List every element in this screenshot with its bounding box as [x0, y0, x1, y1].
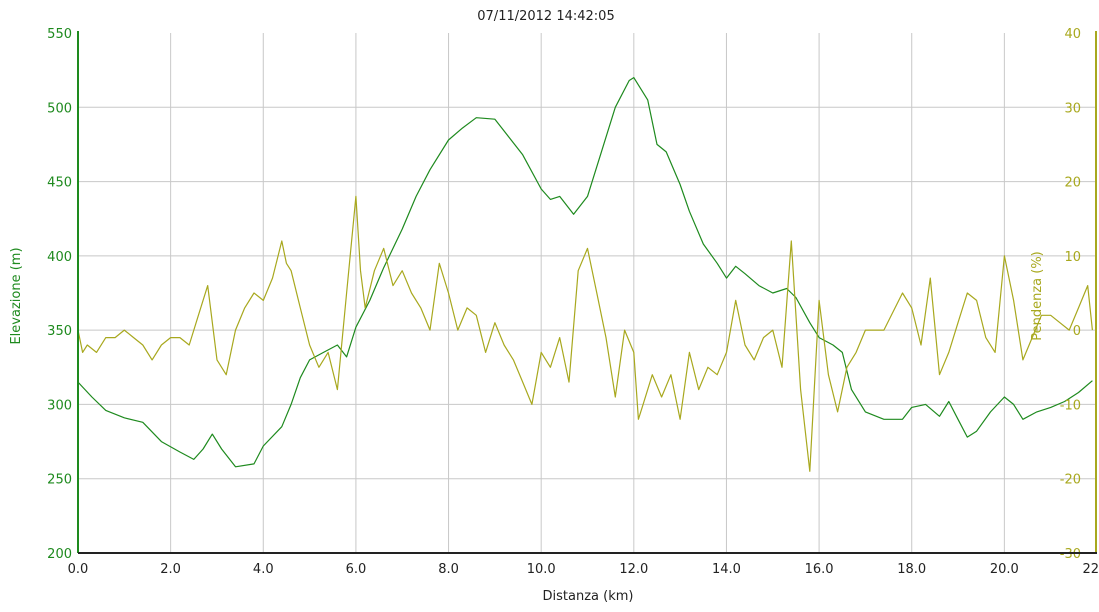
- y-right-tick-label: 10: [1064, 250, 1081, 265]
- y-left-tick-label: 200: [47, 547, 72, 562]
- x-tick-label: 20.0: [990, 562, 1019, 577]
- y-left-tick-label: 400: [47, 250, 72, 265]
- x-axis-title: Distanza (km): [543, 589, 634, 604]
- y-right-tick-label: -30: [1060, 547, 1081, 562]
- y-right-tick-label: 30: [1064, 101, 1081, 116]
- chart-title: 07/11/2012 14:42:05: [477, 9, 614, 24]
- grid: [78, 33, 1097, 553]
- x-tick-label: 8.0: [438, 562, 459, 577]
- x-tick-label: 2.0: [160, 562, 181, 577]
- x-tick-label: 22.0: [1083, 562, 1099, 577]
- y-left-tick-label: 300: [47, 398, 72, 413]
- y-left-tick-label: 450: [47, 176, 72, 191]
- y-right-tick-label: 40: [1064, 27, 1081, 42]
- elevation-series-line: [77, 76, 1093, 468]
- x-tick-label: 14.0: [712, 562, 741, 577]
- x-tick-label: 12.0: [619, 562, 648, 577]
- x-tick-label: 4.0: [253, 562, 274, 577]
- x-tick-label: 18.0: [897, 562, 926, 577]
- y-left-tick-label: 500: [47, 101, 72, 116]
- y-right-tick-label: -20: [1060, 473, 1081, 488]
- slope-series-line: [77, 195, 1093, 472]
- y-left-tick-label: 550: [47, 27, 72, 42]
- y-right-tick-label: -10: [1060, 398, 1081, 413]
- x-tick-label: 16.0: [805, 562, 834, 577]
- y-right-tick-label: 0: [1073, 324, 1081, 339]
- x-tick-label: 10.0: [527, 562, 556, 577]
- y-left-tick-label: 250: [47, 473, 72, 488]
- series-layer: [77, 76, 1093, 472]
- x-tick-label: 0.0: [68, 562, 89, 577]
- axes: 0.0 2.0 4.0 6.0 8.0 10.0 12.0 14.0 16.0 18.0 20.0 2…: [47, 27, 1099, 577]
- y-left-tick-label: 350: [47, 324, 72, 339]
- y-right-axis-title: Pendenza (%): [1030, 251, 1045, 341]
- y-left-axis-title: Elevazione (m): [9, 247, 24, 344]
- x-tick-label: 6.0: [346, 562, 367, 577]
- y-right-tick-label: 20: [1064, 176, 1081, 191]
